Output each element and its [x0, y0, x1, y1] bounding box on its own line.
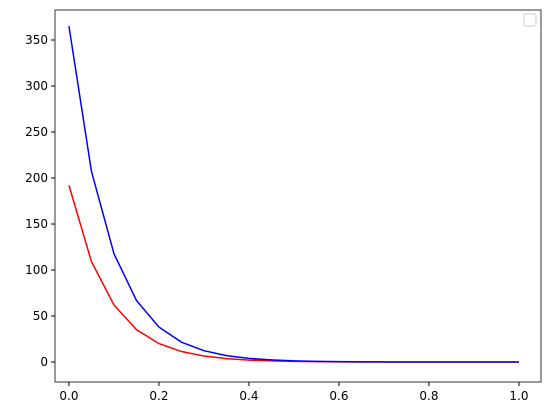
line-series	[68, 185, 519, 363]
y-tick-label: 300	[25, 79, 48, 93]
y-tick-label: 150	[25, 217, 48, 231]
x-tick-label: 0.4	[239, 389, 258, 403]
x-tick-label: 0.6	[329, 389, 348, 403]
legend	[523, 13, 537, 27]
y-tick-label: 200	[25, 171, 48, 185]
y-tick-label: 350	[25, 33, 48, 47]
x-tick-label: 0.2	[149, 389, 168, 403]
x-tick-label: 0.0	[59, 389, 78, 403]
y-tick-label: 250	[25, 125, 48, 139]
x-tick-label: 1.0	[509, 389, 528, 403]
y-tick-label: 50	[33, 309, 48, 323]
axes-frame	[54, 9, 542, 383]
line-series	[68, 26, 519, 363]
x-tick-label: 0.8	[419, 389, 438, 403]
y-tick-label: 0	[40, 355, 48, 369]
y-tick-label: 100	[25, 263, 48, 277]
